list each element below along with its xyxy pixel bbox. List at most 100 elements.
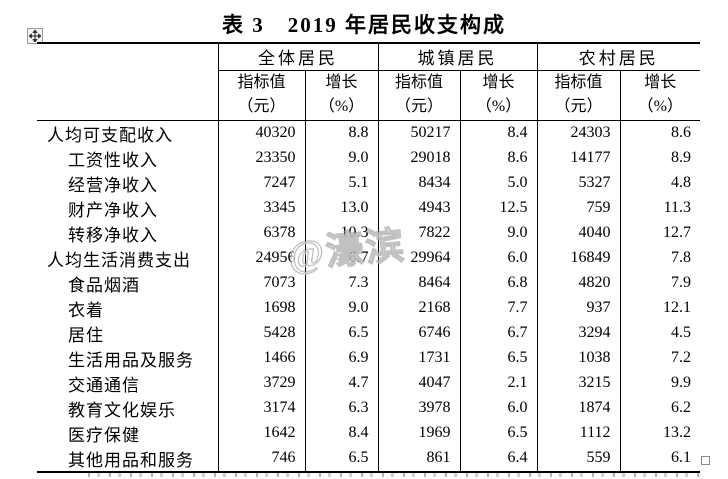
cell-value: 3345 <box>217 195 305 221</box>
income-expenditure-table: 全体居民 城镇居民 农村居民 指标值 （元） 增长 （%） 指标值 （元） 增长 （%）… <box>37 42 700 473</box>
cell-value: 9.0 <box>459 220 537 246</box>
cell-value: 6.8 <box>459 270 537 296</box>
table-row: 人均生活消费支出 24956 6.7 29964 6.0 16849 7.8 <box>37 245 700 271</box>
cell-value: 4040 <box>536 220 620 246</box>
cell-value: 7073 <box>217 270 305 296</box>
cell-value: 24956 <box>217 245 305 271</box>
cell-value: 6.4 <box>459 445 537 472</box>
table-row: 工资性收入 23350 9.0 29018 8.6 14177 8.9 <box>37 145 700 171</box>
cell-value: 1466 <box>217 345 305 371</box>
cell-value: 6.7 <box>459 320 537 346</box>
row-label: 转移净收入 <box>68 225 158 245</box>
cell-value: 24303 <box>536 120 620 146</box>
cell-value: 7.9 <box>619 270 700 296</box>
sub-header-value: 指标值 （元） <box>217 70 305 121</box>
table-resize-handle-icon[interactable] <box>701 456 710 465</box>
cell-value: 6.7 <box>304 245 378 271</box>
row-label: 经营净收入 <box>68 175 158 195</box>
row-label: 财产净收入 <box>68 200 158 220</box>
table-row: 经营净收入 7247 5.1 8434 5.0 5327 4.8 <box>37 170 700 196</box>
cell-value: 16849 <box>536 245 620 271</box>
cell-value: 5.0 <box>459 170 537 196</box>
cell-value: 14177 <box>536 145 620 171</box>
cell-value: 6.9 <box>304 345 378 371</box>
cell-value: 5428 <box>217 320 305 346</box>
cell-value: 11.3 <box>619 195 700 221</box>
cell-value: 746 <box>217 445 305 472</box>
row-label: 食品烟酒 <box>68 275 140 295</box>
cell-value: 937 <box>536 295 620 321</box>
row-label: 教育文化娱乐 <box>68 400 176 420</box>
cell-value: 4820 <box>536 270 620 296</box>
cell-value: 6.5 <box>459 345 537 371</box>
cell-value: 8464 <box>377 270 460 296</box>
cell-value: 8434 <box>377 170 460 196</box>
cell-value: 7822 <box>377 220 460 246</box>
cell-value: 8.4 <box>459 120 537 146</box>
cell-value: 5327 <box>536 170 620 196</box>
cell-value: 3215 <box>536 370 620 396</box>
cell-value: 559 <box>536 445 620 472</box>
cell-value: 1698 <box>217 295 305 321</box>
table-move-handle-icon[interactable] <box>27 28 43 44</box>
table-row: 衣着 1698 9.0 2168 7.7 937 12.1 <box>37 295 700 321</box>
sub-header-growth: 增长 （%） <box>619 70 700 121</box>
group-header-row: 全体居民 城镇居民 农村居民 <box>37 43 700 121</box>
cell-value: 13.0 <box>304 195 378 221</box>
cell-value: 9.0 <box>304 145 378 171</box>
cell-value: 6.1 <box>619 445 700 472</box>
cell-value: 4.8 <box>619 170 700 196</box>
cell-value: 29964 <box>377 245 460 271</box>
table-body: 人均可支配收入 40320 8.8 50217 8.4 24303 8.6 工资性收入 2335… <box>37 120 700 472</box>
cell-value: 7247 <box>217 170 305 196</box>
move-arrows-icon <box>29 30 41 42</box>
cell-value: 1038 <box>536 345 620 371</box>
cell-value: 12.7 <box>619 220 700 246</box>
group-header-all-residents: 全体居民 <box>217 43 378 71</box>
cell-value: 8.4 <box>304 420 378 446</box>
cell-value: 3729 <box>217 370 305 396</box>
cell-value: 6.5 <box>304 445 378 472</box>
cell-value: 759 <box>536 195 620 221</box>
cell-value: 6.0 <box>459 395 537 421</box>
cell-value: 1874 <box>536 395 620 421</box>
cell-value: 8.6 <box>459 145 537 171</box>
cell-value: 7.2 <box>619 345 700 371</box>
cell-value: 8.9 <box>619 145 700 171</box>
table-row: 交通通信 3729 4.7 4047 2.1 3215 9.9 <box>37 370 700 396</box>
table-row: 财产净收入 3345 13.0 4943 12.5 759 11.3 <box>37 195 700 221</box>
table-row: 居住 5428 6.5 6746 6.7 3294 4.5 <box>37 320 700 346</box>
cell-value: 861 <box>377 445 460 472</box>
cell-value: 1642 <box>217 420 305 446</box>
group-header-urban-residents: 城镇居民 <box>377 43 537 71</box>
row-label: 医疗保健 <box>68 425 140 445</box>
table-row: 其他用品和服务 746 6.5 861 6.4 559 6.1 <box>37 445 700 472</box>
sub-header-growth: 增长 （%） <box>459 70 537 121</box>
row-label: 工资性收入 <box>68 150 158 170</box>
cell-value: 7.7 <box>459 295 537 321</box>
row-label: 交通通信 <box>68 375 140 395</box>
sub-header-value: 指标值 （元） <box>377 70 460 121</box>
cell-value: 6.2 <box>619 395 700 421</box>
cell-value: 2.1 <box>459 370 537 396</box>
cell-value: 5.1 <box>304 170 378 196</box>
cell-value: 12.5 <box>459 195 537 221</box>
sub-header-growth: 增长 （%） <box>304 70 378 121</box>
sub-header-value: 指标值 （元） <box>536 70 620 121</box>
table-row: 人均可支配收入 40320 8.8 50217 8.4 24303 8.6 <box>37 120 700 146</box>
table-title: 表 3 2019 年居民收支构成 <box>222 13 506 37</box>
cell-value: 2168 <box>377 295 460 321</box>
cell-value: 4943 <box>377 195 460 221</box>
cell-value: 6.5 <box>304 320 378 346</box>
row-label: 其他用品和服务 <box>68 450 194 470</box>
table-row: 生活用品及服务 1466 6.9 1731 6.5 1038 7.2 <box>37 345 700 371</box>
cell-value: 50217 <box>377 120 460 146</box>
cell-value: 7.3 <box>304 270 378 296</box>
table-row: 食品烟酒 7073 7.3 8464 6.8 4820 7.9 <box>37 270 700 296</box>
cell-value: 29018 <box>377 145 460 171</box>
cell-value: 4.5 <box>619 320 700 346</box>
cell-value: 13.2 <box>619 420 700 446</box>
sub-header-row: 指标值 （元） 增长 （%） 指标值 （元） 增长 （%） 指标值 （元） 增长 （%） <box>37 70 700 121</box>
clipped-text-line <box>88 473 700 477</box>
